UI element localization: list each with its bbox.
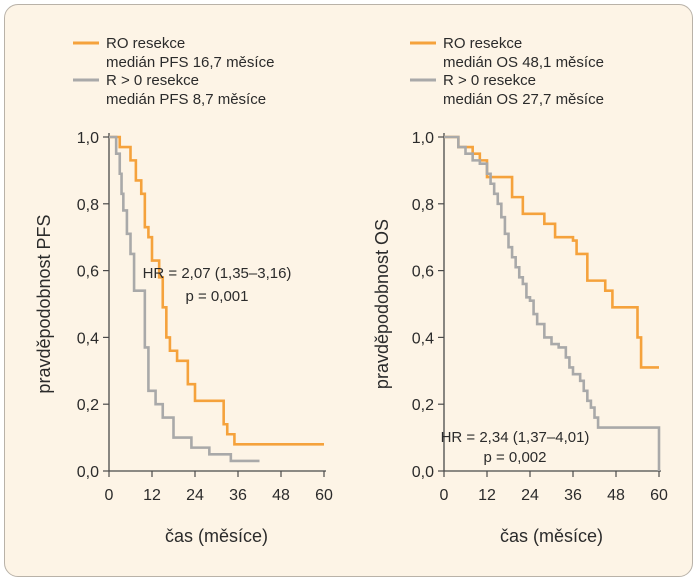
figure-frame: 0,0 0,2 0,4 0,6 0,8 1,0 0 12 24 36 48 60 čas (měsíce… xyxy=(4,4,693,577)
x-tick-label: 0 xyxy=(440,487,449,504)
x-tick-label: 12 xyxy=(478,487,496,504)
series-line-r0 xyxy=(444,135,659,369)
series-line-r-gt0 xyxy=(444,135,661,471)
y-tick-label: 0,0 xyxy=(412,464,434,481)
x-axis-label: čas (měsíce) xyxy=(165,526,268,546)
x-tick-label: 0 xyxy=(105,487,114,504)
chart-panel-1: 0,0 0,2 0,4 0,6 0,8 1,0 0 12 24 36 48 60 čas (měsíce… xyxy=(34,35,333,546)
legend-sublabel: medián OS 27,7 měsíce xyxy=(443,91,604,108)
x-tick-label: 48 xyxy=(607,487,625,504)
y-tick-label: 0,4 xyxy=(412,330,434,347)
y-tick-label: 0,8 xyxy=(77,197,99,214)
y-tick-label: 0,6 xyxy=(77,264,99,281)
series-line-r0 xyxy=(109,135,324,446)
y-tick-label: 0,4 xyxy=(77,330,99,347)
x-tick-label: 48 xyxy=(272,487,290,504)
x-tick-label: 12 xyxy=(143,487,161,504)
hr-annotation: HR = 2,07 (1,35–3,16) xyxy=(143,265,292,282)
km-charts: 0,0 0,2 0,4 0,6 0,8 1,0 0 12 24 36 48 60 čas (měsíce… xyxy=(34,35,668,546)
series-line-r-gt0 xyxy=(109,135,260,463)
x-tick-label: 36 xyxy=(229,487,247,504)
x-tick-label: 24 xyxy=(186,487,204,504)
legend-sublabel: medián OS 48,1 měsíce xyxy=(443,54,604,71)
chart-panel-2: 0,0 0,2 0,4 0,6 0,8 1,0 0 12 24 36 48 60 čas (měsíce… xyxy=(372,35,668,546)
p-value-annotation: p = 0,002 xyxy=(484,449,547,466)
y-axis-label: pravděpodobnost OS xyxy=(372,219,392,389)
p-value-annotation: p = 0,001 xyxy=(186,288,249,305)
y-tick-label: 0,8 xyxy=(412,197,434,214)
y-tick-label: 0,6 xyxy=(412,264,434,281)
y-tick-label: 1,0 xyxy=(412,130,434,147)
y-tick-label: 1,0 xyxy=(77,130,99,147)
legend-sublabel: medián PFS 16,7 měsíce xyxy=(106,54,274,71)
y-tick-label: 0,2 xyxy=(412,397,434,414)
y-tick-label: 0,2 xyxy=(77,397,99,414)
legend-sublabel: medián PFS 8,7 měsíce xyxy=(106,91,266,108)
x-tick-label: 60 xyxy=(650,487,668,504)
x-tick-label: 36 xyxy=(564,487,582,504)
y-axis-label: pravděpodobnost PFS xyxy=(34,214,54,393)
y-tick-label: 0,0 xyxy=(77,464,99,481)
x-tick-label: 24 xyxy=(521,487,539,504)
x-axis-label: čas (měsíce) xyxy=(500,526,603,546)
legend-label: RO resekce xyxy=(106,35,185,52)
hr-annotation: HR = 2,34 (1,37–4,01) xyxy=(441,429,590,446)
legend-label: RO resekce xyxy=(443,35,522,52)
legend-label: R > 0 resekce xyxy=(443,72,536,89)
legend-label: R > 0 resekce xyxy=(106,72,199,89)
x-tick-label: 60 xyxy=(315,487,333,504)
